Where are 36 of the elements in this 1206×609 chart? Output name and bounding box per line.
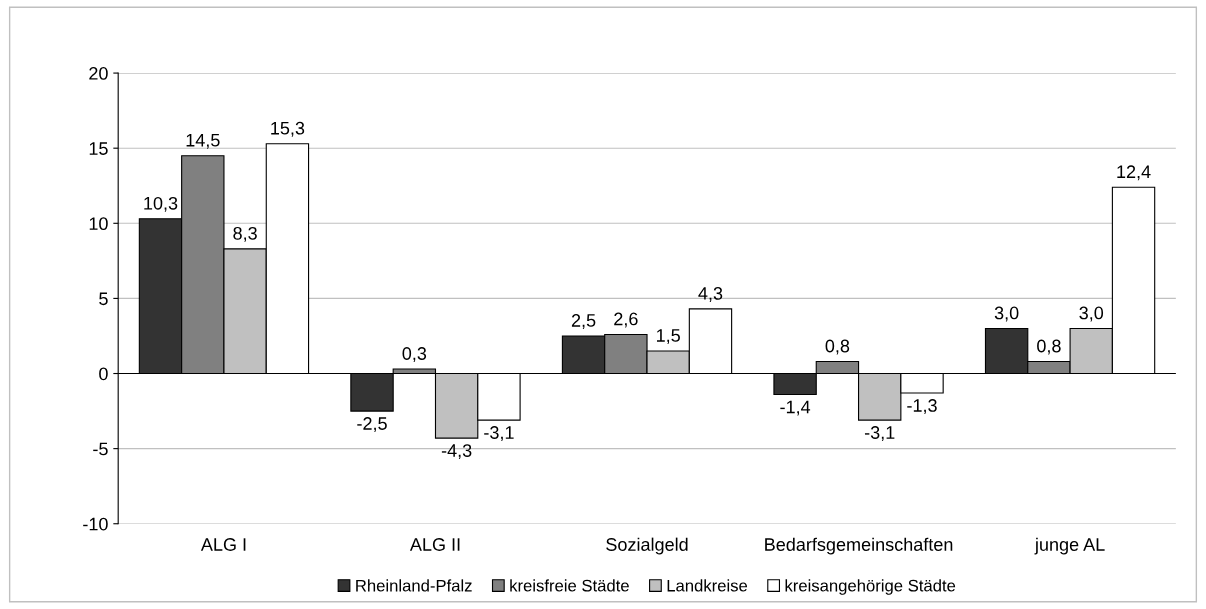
data-label: 1,5 <box>657 329 680 344</box>
data-label: 0,8 <box>825 339 850 355</box>
data-label: 3,0 <box>994 306 1019 322</box>
data-label: 0,8 <box>1037 339 1061 355</box>
y-tick-label: 20 <box>89 67 108 80</box>
legend-label: Landkreise <box>667 579 748 592</box>
x-tick-label: junge AL <box>1034 537 1105 555</box>
legend-label: Rheinland-Pfalz <box>356 579 472 592</box>
data-label: 3,0 <box>1079 306 1104 322</box>
data-label: 8,3 <box>233 226 257 242</box>
y-tick-label: 10 <box>89 217 108 231</box>
x-tick-label: Bedarfsgemeinschaften <box>765 537 953 555</box>
data-label: -2,5 <box>357 417 387 433</box>
data-label: 12,4 <box>1117 165 1151 181</box>
data-label: -3,1 <box>484 426 514 442</box>
data-label: 10,3 <box>144 196 178 212</box>
y-tick-label: -5 <box>93 442 108 456</box>
x-tick-label: ALG I <box>200 538 246 551</box>
data-label: -1,4 <box>780 400 811 416</box>
data-label: -1,3 <box>907 399 937 414</box>
data-label: 2,6 <box>614 312 638 328</box>
data-label: -3,1 <box>864 426 895 442</box>
legend-label: kreisfreie Städte <box>510 579 629 592</box>
y-tick-label: -10 <box>83 517 108 531</box>
data-label: 4,3 <box>698 287 723 302</box>
data-label: 2,5 <box>571 314 596 329</box>
y-tick-label: 0 <box>99 367 108 381</box>
data-label: 15,3 <box>271 121 305 137</box>
y-tick-label: 5 <box>99 292 108 306</box>
x-tick-label: Sozialgeld <box>606 537 688 555</box>
data-label: -4,3 <box>441 444 472 460</box>
y-tick-label: 15 <box>89 142 108 155</box>
x-tick-label: ALG II <box>409 538 460 551</box>
data-label: 14,5 <box>186 133 220 149</box>
data-label: 0,3 <box>402 347 427 363</box>
legend-label: kreisangehörige Städte <box>785 579 956 595</box>
